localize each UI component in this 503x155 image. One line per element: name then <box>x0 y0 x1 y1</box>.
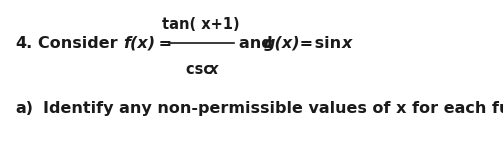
Text: csc: csc <box>186 62 217 77</box>
Text: =: = <box>294 36 313 51</box>
Text: sin: sin <box>309 36 347 51</box>
Text: tan( x+1): tan( x+1) <box>162 17 240 32</box>
Text: Identify any non-permissible values of x for each function.: Identify any non-permissible values of x… <box>43 101 503 116</box>
Text: a): a) <box>15 101 33 116</box>
Text: =: = <box>153 36 173 51</box>
Text: x: x <box>209 62 218 77</box>
Text: g(x): g(x) <box>264 36 301 51</box>
Text: 4.: 4. <box>15 36 32 51</box>
Text: f(x): f(x) <box>123 36 155 51</box>
Text: Consider: Consider <box>38 36 123 51</box>
Text: and: and <box>239 36 278 51</box>
Text: x: x <box>342 36 353 51</box>
